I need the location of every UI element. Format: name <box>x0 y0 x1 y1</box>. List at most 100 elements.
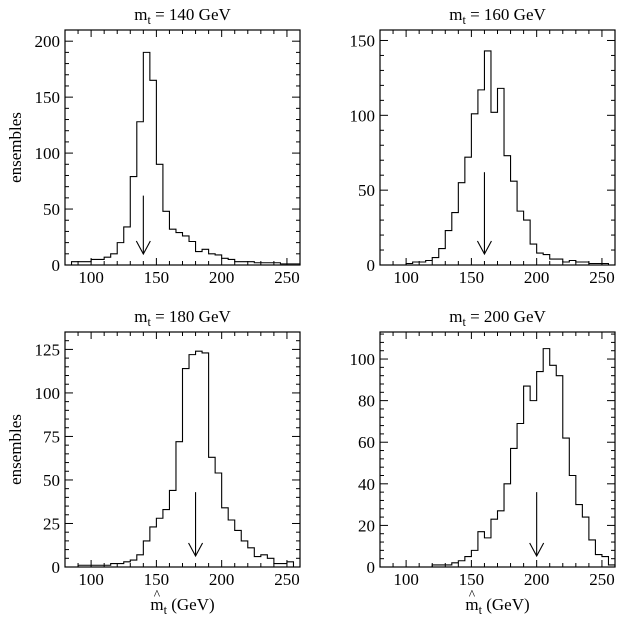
histogram-bin <box>222 508 229 567</box>
histogram-bin <box>524 220 531 265</box>
histogram-bin <box>517 211 524 265</box>
histogram-bin <box>111 254 118 265</box>
y-axis-label: ensembles <box>6 112 25 183</box>
histogram-bin <box>569 475 576 567</box>
histogram-bin <box>543 349 550 567</box>
y-tick-label: 0 <box>52 256 61 275</box>
panel-title-text: mt = 140 GeV <box>134 5 231 27</box>
y-tick-label: 50 <box>43 471 60 490</box>
panel-title-main: m <box>449 5 462 24</box>
x-axis-label-main: m <box>465 595 478 614</box>
x-tick-label: 200 <box>524 570 550 589</box>
panel-2: 100 150 200 250 0 50 100 150 mt = 160 GeV <box>350 5 616 287</box>
true-mass-arrowhead <box>188 542 204 558</box>
histogram-bin <box>530 244 537 265</box>
histogram-bin <box>183 369 190 567</box>
histogram-bin <box>130 560 137 567</box>
y-tick-label: 0 <box>52 558 61 577</box>
x-tick-label: 200 <box>209 570 235 589</box>
x-tick-label: 100 <box>78 570 104 589</box>
y-tick-label: 200 <box>35 32 61 51</box>
histogram-bin <box>465 557 472 567</box>
histogram-bin <box>248 548 255 567</box>
histogram-bin <box>209 457 216 567</box>
x-tick-label: 250 <box>589 268 615 287</box>
y-tick-label: 100 <box>35 384 61 403</box>
x-axis-label-rest: (GeV) <box>482 595 530 614</box>
histogram-bin <box>537 372 544 567</box>
y-tick-label: 0 <box>367 256 376 275</box>
histogram-bin <box>524 386 531 567</box>
histogram-bin <box>104 257 111 265</box>
histogram-bin <box>602 557 609 567</box>
histogram-bin <box>150 527 157 567</box>
histogram-bin <box>491 112 498 265</box>
histogram-bin <box>426 261 433 265</box>
histogram-outline <box>380 50 615 266</box>
x-axis-label-main: m <box>150 595 163 614</box>
x-tick-label: 250 <box>274 268 300 287</box>
y-tick-label: 100 <box>35 144 61 163</box>
x-tick-label: 250 <box>589 570 615 589</box>
histogram-bin <box>241 541 248 567</box>
histogram-bin <box>196 252 203 265</box>
histogram-bin <box>445 231 452 265</box>
panel-title-text: mt = 180 GeV <box>134 307 231 329</box>
histogram-bin <box>176 442 183 567</box>
histogram-bin <box>484 51 491 265</box>
panel-title: mt = 200 GeV <box>449 307 546 329</box>
panel-title-main: m <box>134 307 147 326</box>
x-tick-label: 100 <box>393 268 419 287</box>
histogram-bin <box>183 236 190 265</box>
histogram-bin <box>563 438 570 567</box>
y-tick-label: 80 <box>358 392 375 411</box>
histogram-outline <box>380 348 616 568</box>
x-axis-label: mt (GeV)^ <box>150 587 214 617</box>
y-tick-label: 20 <box>358 516 375 535</box>
histogram-bin <box>156 518 163 567</box>
y-tick-label: 50 <box>358 181 375 200</box>
histogram-bin <box>235 530 242 567</box>
y-tick-label: 100 <box>350 350 376 369</box>
x-axis-label-text: mt (GeV) <box>465 595 529 617</box>
panel-title-main: m <box>449 307 462 326</box>
histogram-bin <box>124 562 131 567</box>
histogram-bin <box>491 519 498 567</box>
histogram-bin <box>222 258 229 265</box>
y-tick-label: 60 <box>358 433 375 452</box>
plot-frame <box>64 29 301 266</box>
x-axis-label: mt (GeV)^ <box>465 587 529 617</box>
x-tick-label: 250 <box>274 570 300 589</box>
histogram-bin <box>189 355 196 567</box>
histogram-bin <box>176 233 183 265</box>
panel-title-text: mt = 160 GeV <box>449 5 546 27</box>
histogram-bin <box>91 259 98 265</box>
histogram-bin <box>452 213 459 265</box>
x-tick-label: 150 <box>144 570 170 589</box>
histogram-bin <box>582 517 589 567</box>
x-axis-label-sub: t <box>479 603 483 617</box>
histogram-bin <box>169 490 176 567</box>
histogram-bin <box>143 52 150 265</box>
true-mass-arrowhead <box>135 240 151 256</box>
histogram-bin <box>504 484 511 567</box>
y-axis-label: ensembles <box>6 414 25 485</box>
x-tick-label: 150 <box>144 268 170 287</box>
x-axis-label-rest: (GeV) <box>167 595 215 614</box>
histogram-bin <box>511 181 518 265</box>
panel-title-sub: t <box>147 315 151 329</box>
histogram-bin <box>215 473 222 567</box>
panel-title-sub: t <box>147 13 151 27</box>
histogram-bin <box>287 562 294 567</box>
histogram-bin <box>432 258 439 265</box>
histogram-bin <box>143 541 150 567</box>
histogram-bin <box>130 177 137 265</box>
y-tick-label: 40 <box>358 475 375 494</box>
y-tick-label: 75 <box>43 427 60 446</box>
x-tick-label: 200 <box>524 268 550 287</box>
histogram-bin <box>517 424 524 567</box>
panel-title-sub: t <box>462 13 466 27</box>
histogram-bin <box>169 229 176 265</box>
